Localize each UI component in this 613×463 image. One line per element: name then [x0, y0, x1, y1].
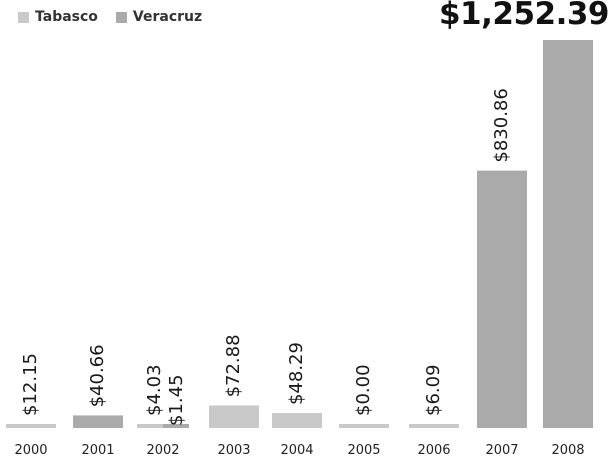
bar-veracruz-2008 [543, 40, 593, 428]
bar-tabasco-2006 [409, 424, 459, 428]
bar-tabasco-2000 [6, 424, 56, 428]
legend-label-veracruz: Veracruz [132, 9, 203, 25]
legend: Tabasco Veracruz [18, 9, 202, 25]
bar-tabasco-2003 [209, 405, 259, 428]
legend-label-tabasco: Tabasco [35, 9, 98, 25]
data-label: $4.03 [144, 364, 165, 416]
bar-veracruz-2001 [73, 415, 123, 428]
x-tick-label: 2008 [551, 443, 584, 458]
legend-swatch-veracruz [115, 11, 127, 23]
legend-item-veracruz: Veracruz [115, 9, 203, 25]
x-tick-label: 2004 [280, 443, 313, 458]
data-label: $12.15 [20, 353, 41, 416]
data-label: $1.45 [166, 374, 187, 426]
x-tick-label: 2005 [347, 443, 380, 458]
bar-tabasco-2004 [272, 413, 322, 428]
bar-veracruz-2007 [477, 170, 527, 429]
x-tick-label: 2003 [217, 443, 250, 458]
data-label: $40.66 [87, 344, 108, 407]
legend-item-tabasco: Tabasco [18, 9, 98, 25]
bar-veracruz-2002 [163, 424, 189, 428]
data-label: $72.88 [223, 334, 244, 397]
data-label: $6.09 [423, 364, 444, 416]
data-label: $48.29 [286, 342, 307, 405]
x-tick-label: 2006 [417, 443, 450, 458]
bar-tabasco-2002 [137, 424, 163, 428]
legend-swatch-tabasco [18, 11, 29, 23]
data-label: $0.00 [353, 364, 374, 416]
x-tick-label: 2001 [81, 443, 114, 458]
x-tick-label: 2002 [146, 443, 179, 458]
x-tick-label: 2007 [485, 443, 518, 458]
bar-tabasco-2005 [339, 424, 389, 428]
data-label: $830.86 [491, 88, 512, 162]
max-value-annotation: $1,252.39 [438, 0, 610, 32]
x-tick-label: 2000 [14, 443, 47, 458]
